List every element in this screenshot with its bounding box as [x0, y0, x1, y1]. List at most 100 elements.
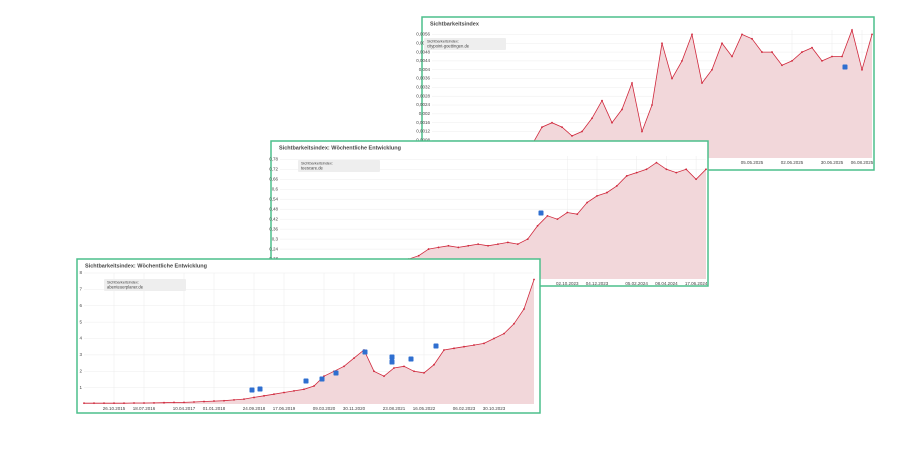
x-tick-label: 30.06.2025	[821, 160, 844, 165]
y-tick-label: 0,0052	[416, 40, 430, 45]
legend-entry: teescare.de	[301, 166, 324, 171]
y-tick-label: 0,0016	[416, 120, 430, 125]
point	[635, 171, 638, 174]
y-tick-label: 7	[79, 287, 82, 292]
point	[601, 99, 603, 102]
point	[625, 175, 628, 177]
y-tick-label: 0,54	[269, 196, 278, 201]
x-tick-label: 04.12.2023	[586, 281, 609, 286]
point	[457, 246, 460, 249]
point	[513, 322, 515, 325]
point	[343, 365, 345, 368]
x-tick-label: 26.10.2015	[103, 406, 126, 411]
annotation-marker	[303, 378, 309, 384]
point	[483, 342, 485, 345]
point	[463, 345, 465, 348]
annotation-marker	[842, 64, 848, 70]
point	[631, 82, 633, 84]
point	[611, 121, 613, 124]
point	[213, 400, 215, 402]
point	[523, 308, 525, 310]
point	[526, 238, 529, 241]
point	[811, 46, 813, 49]
point	[701, 82, 703, 84]
point	[383, 375, 385, 378]
point	[671, 77, 673, 80]
x-tick-label: 09.03.2020	[313, 406, 336, 411]
point	[413, 370, 415, 373]
point	[493, 337, 495, 340]
point	[651, 104, 653, 106]
point	[263, 394, 265, 397]
point	[133, 402, 135, 404]
point	[551, 121, 553, 124]
x-tick-label: 05.02.2024	[625, 281, 648, 286]
point	[497, 243, 499, 245]
point	[675, 171, 678, 174]
y-tick-label: 0,6	[272, 186, 279, 191]
y-tick-label: 0,0008	[416, 138, 430, 143]
point	[581, 130, 583, 133]
point	[801, 51, 803, 53]
y-tick-label: 0,42	[269, 216, 278, 221]
point	[665, 168, 668, 171]
point	[851, 29, 853, 31]
annotation-marker	[538, 210, 544, 216]
point	[153, 401, 155, 404]
x-tick-label: 01.01.2018	[203, 406, 226, 411]
point	[536, 224, 539, 227]
point	[831, 55, 833, 58]
point	[556, 218, 559, 221]
y-tick-label: 0,24	[269, 246, 278, 251]
point	[695, 178, 697, 181]
point	[615, 185, 618, 187]
point	[283, 391, 285, 394]
legend-title: Sichtbarkeitsindex:	[107, 281, 139, 285]
y-tick-label: 0,72	[269, 166, 278, 171]
point	[243, 398, 245, 400]
point	[113, 402, 115, 405]
legend-entry: abenteuerplaner.de	[107, 285, 144, 290]
x-tick-label: 16.05.2022	[413, 406, 436, 411]
area-fill	[432, 30, 872, 158]
annotation-marker	[389, 359, 395, 365]
point	[473, 344, 475, 346]
point	[313, 385, 315, 387]
annotation-marker	[249, 387, 255, 393]
point	[253, 396, 255, 399]
point	[443, 349, 445, 351]
y-tick-label: 2	[79, 368, 82, 373]
point	[541, 126, 543, 129]
annotation-marker	[333, 370, 339, 376]
point	[771, 51, 773, 53]
point	[487, 244, 489, 247]
x-tick-label: 23.08.2021	[383, 406, 406, 411]
annotation-marker	[362, 349, 368, 355]
y-tick-label: 0,0056	[416, 32, 430, 37]
y-tick-label: 0,66	[269, 176, 278, 181]
point	[681, 59, 683, 62]
point	[741, 33, 743, 36]
point	[123, 402, 125, 405]
y-tick-label: 0,0044	[416, 58, 430, 63]
point	[423, 371, 425, 374]
legend-box	[104, 279, 186, 291]
chart-title: Sichtbarkeitsindex: Wöchentliche Entwick…	[279, 145, 401, 151]
point	[655, 161, 658, 164]
y-tick-label: 0,48	[269, 206, 278, 211]
point	[143, 402, 145, 404]
point	[641, 130, 643, 133]
point	[596, 194, 598, 197]
point	[467, 244, 470, 247]
y-tick-label: 0,004	[419, 67, 431, 72]
point	[437, 246, 440, 249]
x-tick-label: 08.04.2024	[655, 281, 678, 286]
point	[566, 211, 569, 214]
point	[645, 168, 648, 171]
y-tick-label: 8	[79, 270, 82, 275]
point	[705, 168, 707, 171]
point	[516, 243, 519, 245]
point	[791, 59, 793, 62]
point	[447, 244, 450, 247]
chart-title: Sichtbarkeitsindex	[430, 21, 480, 27]
